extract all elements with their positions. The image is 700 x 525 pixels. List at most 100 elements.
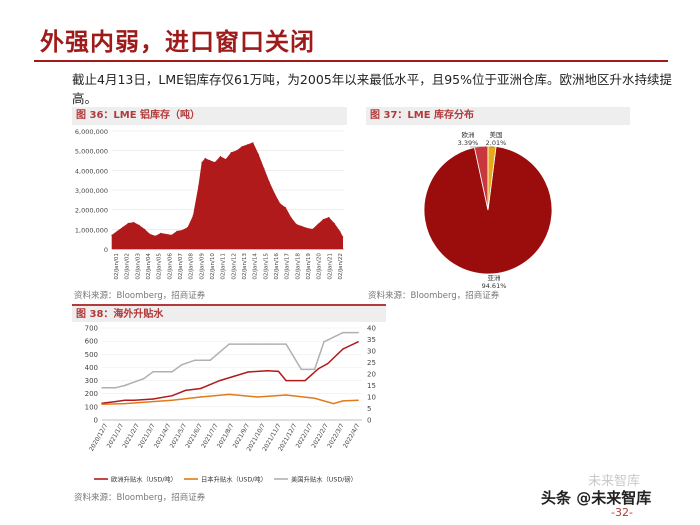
- fig36-data-point: [219, 156, 221, 158]
- fig36-data-point: [201, 161, 203, 164]
- fig38-y-left-tick: 100: [85, 403, 98, 411]
- fig38-series-us-point: [209, 359, 211, 361]
- fig38-series-japan-point: [285, 394, 287, 396]
- fig38-y-right-tick: 40: [367, 325, 376, 333]
- fig36-data-point: [306, 227, 308, 229]
- fig36-data-point: [165, 233, 167, 235]
- fig36-data-point: [263, 167, 265, 169]
- fig36-x-tick: 02/Jan/07: [178, 253, 184, 280]
- fig38-series-japan-point: [332, 402, 335, 405]
- fig38-legend-label: 日本升贴水（USD/吨）: [201, 475, 267, 484]
- fig38-y-right-tick: 10: [367, 394, 376, 402]
- fig37-caption: 图 37：LME 库存分布: [366, 107, 630, 125]
- fig38-series-europe-point: [114, 400, 116, 403]
- fig38-y-right-tick: 30: [367, 348, 376, 356]
- fig36-data-point: [133, 221, 135, 224]
- fig38-y-right-tick: 0: [367, 417, 371, 425]
- fig36-data-point: [225, 158, 227, 161]
- fig36-y-tick: 2,000,000: [75, 207, 108, 215]
- fig36-x-tick: 02/Jan/13: [242, 253, 248, 280]
- fig38-y-left-tick: 400: [85, 364, 98, 372]
- fig38-series-europe-point: [184, 389, 187, 392]
- fig36-y-tick: 5,000,000: [75, 148, 108, 156]
- fig36-data-point: [342, 236, 344, 238]
- fig36-x-tick: 02/Jan/18: [295, 253, 301, 280]
- fig38-series-us-point: [124, 384, 126, 387]
- fig36-x-tick: 02/Jan/20: [317, 253, 323, 280]
- fig38-series-europe-point: [357, 341, 359, 343]
- fig36-x-tick: 02/Jan/12: [231, 253, 237, 280]
- fig38-y-left-tick: 500: [85, 351, 98, 359]
- fig36-data-point: [187, 226, 189, 228]
- fig38-series-us-point: [152, 371, 154, 373]
- fig38-series-japan-point: [342, 400, 344, 402]
- fig36-y-tick: 4,000,000: [75, 167, 108, 175]
- slide-title: 外强内弱，进口窗口关闭: [40, 27, 315, 56]
- fig38-series-japan-point: [200, 396, 202, 398]
- fig38-legend-label: 美国升贴水（USD/磅）: [291, 475, 357, 484]
- fig38-series-us-point: [323, 341, 325, 343]
- fig38-series-japan-point: [256, 396, 259, 398]
- fig38-series-us-point: [313, 368, 316, 371]
- fig37-source: 资料来源：Bloomberg，招商证券: [368, 291, 500, 301]
- fig38-y-right-tick: 35: [367, 336, 376, 344]
- fig38-series-japan-point: [313, 397, 316, 399]
- fig38-series-us-point: [266, 343, 268, 345]
- fig36-x-tick: 02/Jan/21: [327, 253, 333, 280]
- fig38-series-europe-point: [152, 398, 154, 400]
- fig36-data-point: [328, 216, 330, 219]
- fig36-data-point: [274, 193, 276, 195]
- fig36-data-point: [339, 230, 341, 232]
- fig36-data-point: [160, 232, 162, 234]
- fig37-pie-slice-亚洲: [423, 146, 553, 275]
- fig36-data-point: [204, 157, 206, 160]
- fig38-series-us-point: [181, 364, 183, 366]
- fig38-series-europe-point: [171, 395, 173, 397]
- fig38-series-us-point: [357, 331, 359, 334]
- fig38-series-europe-point: [317, 368, 320, 370]
- fig36-x-tick: 02/Jan/16: [274, 253, 280, 280]
- fig38-series-europe-point: [266, 370, 268, 372]
- fig38-chart: 7006005004003002001000403530252015105020…: [85, 325, 376, 484]
- fig38-series-us-point: [194, 359, 196, 361]
- fig36-x-tick: 02/Jan/05: [157, 253, 163, 280]
- fig36-data-point: [111, 234, 113, 236]
- fig36-data-point: [198, 185, 200, 187]
- fig36-data-point: [181, 229, 184, 231]
- fig36-x-tick: 02/Jan/03: [135, 253, 141, 280]
- fig36-data-point: [284, 207, 287, 209]
- fig36-data-point: [230, 152, 232, 154]
- fig36-data-point: [236, 150, 238, 152]
- fig36-x-tick: 02/Jan/08: [189, 253, 195, 280]
- watermark-ghost: 未来智库: [588, 474, 641, 489]
- fig37-slice-label: 美国 2.01%: [486, 130, 507, 147]
- fig38-series-us-point: [228, 343, 230, 345]
- fig36-data-point: [290, 216, 292, 219]
- fig37-slice-label: 欧洲 3.39%: [458, 130, 479, 147]
- fig36-data-point: [127, 222, 129, 224]
- page-number: -32-: [611, 506, 633, 519]
- fig36-data-point: [252, 142, 254, 144]
- fig36-data-point: [246, 144, 249, 146]
- fig38-series-us-point: [251, 343, 253, 345]
- fig38-source: 资料来源：Bloomberg，招商证券: [74, 493, 206, 503]
- fig36-x-tick: 02/Jan/15: [263, 253, 269, 280]
- fig36-data-point: [171, 234, 173, 236]
- fig38-series-us-point: [143, 377, 145, 380]
- fig38-y-left-tick: 0: [94, 417, 98, 425]
- fig36-data-point: [209, 159, 211, 162]
- fig36-y-tick: 3,000,000: [75, 187, 108, 195]
- fig36-data-point: [149, 233, 151, 235]
- fig36-chart: 6,000,000 5,000,000 4,000,000 3,000,000 2,00…: [75, 128, 344, 280]
- fig36-y-tick: 0: [104, 246, 108, 254]
- fig38-y-left-tick: 300: [85, 377, 98, 385]
- fig36-data-point: [154, 235, 156, 237]
- intro-text: 截止4月13日，LME铝库存仅61万吨，为2005年以来最低水平，且95%位于亚…: [72, 72, 673, 106]
- fig36-x-tick: 02/Jan/04: [146, 253, 152, 280]
- fig38-series-europe-point: [285, 379, 287, 382]
- fig38-series-us-point: [342, 331, 344, 334]
- fig36-data-point: [301, 225, 303, 227]
- fig36-x-tick: 02/Jan/09: [199, 253, 205, 280]
- fig38-series-japan-point: [171, 399, 173, 401]
- fig38-series-japan-point: [124, 402, 126, 405]
